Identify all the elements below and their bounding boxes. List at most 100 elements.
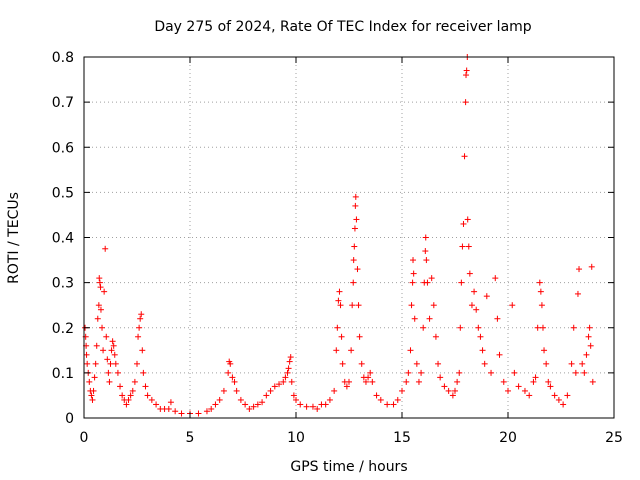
data-point <box>88 392 95 399</box>
data-point <box>586 324 593 331</box>
data-point <box>343 383 350 390</box>
data-point <box>390 401 397 408</box>
data-point <box>426 315 433 322</box>
data-point <box>104 356 111 363</box>
data-point <box>293 396 299 403</box>
data-point <box>464 216 471 223</box>
data-point <box>362 378 369 385</box>
data-point <box>572 369 579 376</box>
data-point <box>195 410 202 417</box>
data-point <box>100 347 107 354</box>
data-point <box>351 243 358 250</box>
data-point <box>353 216 360 223</box>
data-point <box>109 338 116 345</box>
data-point <box>203 408 210 415</box>
data-point <box>564 392 571 399</box>
y-tick-label: 0.5 <box>52 185 74 201</box>
data-point <box>352 202 359 209</box>
data-point <box>477 333 484 340</box>
data-point <box>94 315 101 322</box>
data-point <box>399 387 405 394</box>
data-point <box>286 358 293 365</box>
data-point <box>350 279 357 286</box>
data-point <box>139 347 146 354</box>
data-point <box>415 378 422 385</box>
data-point <box>407 347 414 354</box>
x-axis-label: GPS time / hours <box>290 459 407 475</box>
data-point <box>114 369 121 376</box>
data-point <box>237 396 244 403</box>
data-point <box>153 401 160 408</box>
data-point <box>92 360 99 367</box>
data-point <box>413 360 420 367</box>
data-point <box>365 374 372 381</box>
data-point <box>377 396 384 403</box>
data-point <box>142 383 149 390</box>
data-point <box>462 99 469 106</box>
data-point <box>337 302 344 309</box>
data-point <box>290 392 297 399</box>
data-point <box>127 392 134 399</box>
data-point <box>432 333 439 340</box>
data-point <box>91 374 98 381</box>
data-point <box>259 399 266 406</box>
data-point <box>541 347 548 354</box>
data-point <box>538 302 545 309</box>
data-point <box>106 378 113 385</box>
data-point <box>102 245 109 252</box>
data-point <box>267 387 274 394</box>
data-point <box>441 383 448 390</box>
data-point <box>511 369 518 376</box>
data-point <box>354 266 361 273</box>
data-point <box>233 387 240 394</box>
data-point <box>555 396 562 403</box>
data-point <box>471 288 478 295</box>
data-point <box>322 401 329 408</box>
data-point <box>445 387 452 394</box>
data-point <box>410 270 417 277</box>
data-point <box>326 396 333 403</box>
data-point <box>403 378 410 385</box>
data-point <box>227 360 234 367</box>
x-tick-label: 15 <box>393 430 411 446</box>
data-point <box>271 383 278 390</box>
data-point <box>532 374 539 381</box>
data-point <box>457 324 464 331</box>
data-point <box>86 378 93 385</box>
data-point <box>536 279 543 286</box>
data-point <box>336 288 343 295</box>
data-point <box>309 403 316 410</box>
data-point <box>579 360 586 367</box>
x-tick-label: 25 <box>605 430 623 446</box>
data-point <box>280 378 287 385</box>
data-point <box>338 333 345 340</box>
data-point <box>463 67 470 74</box>
data-point <box>547 383 554 390</box>
data-point <box>588 263 595 270</box>
data-point <box>276 381 283 388</box>
data-point <box>358 360 365 367</box>
data-point <box>568 360 575 367</box>
data-point <box>84 360 91 367</box>
data-point <box>352 193 359 200</box>
data-point <box>254 401 261 408</box>
data-point <box>137 315 144 322</box>
data-point <box>509 302 516 309</box>
data-point <box>165 405 172 412</box>
x-tick-label: 10 <box>287 430 305 446</box>
data-point <box>263 392 270 399</box>
y-tick-label: 0.2 <box>52 321 74 337</box>
data-point <box>250 403 257 410</box>
x-tick-label: 0 <box>80 430 89 446</box>
x-tick-label: 5 <box>186 430 195 446</box>
data-point <box>521 387 528 394</box>
data-point <box>449 392 456 399</box>
y-tick-label: 0.8 <box>52 50 74 66</box>
data-point <box>117 383 124 390</box>
data-point <box>225 369 232 376</box>
data-point <box>410 257 417 264</box>
x-tick-label: 20 <box>499 430 517 446</box>
data-point <box>107 360 114 367</box>
data-point <box>136 324 143 331</box>
